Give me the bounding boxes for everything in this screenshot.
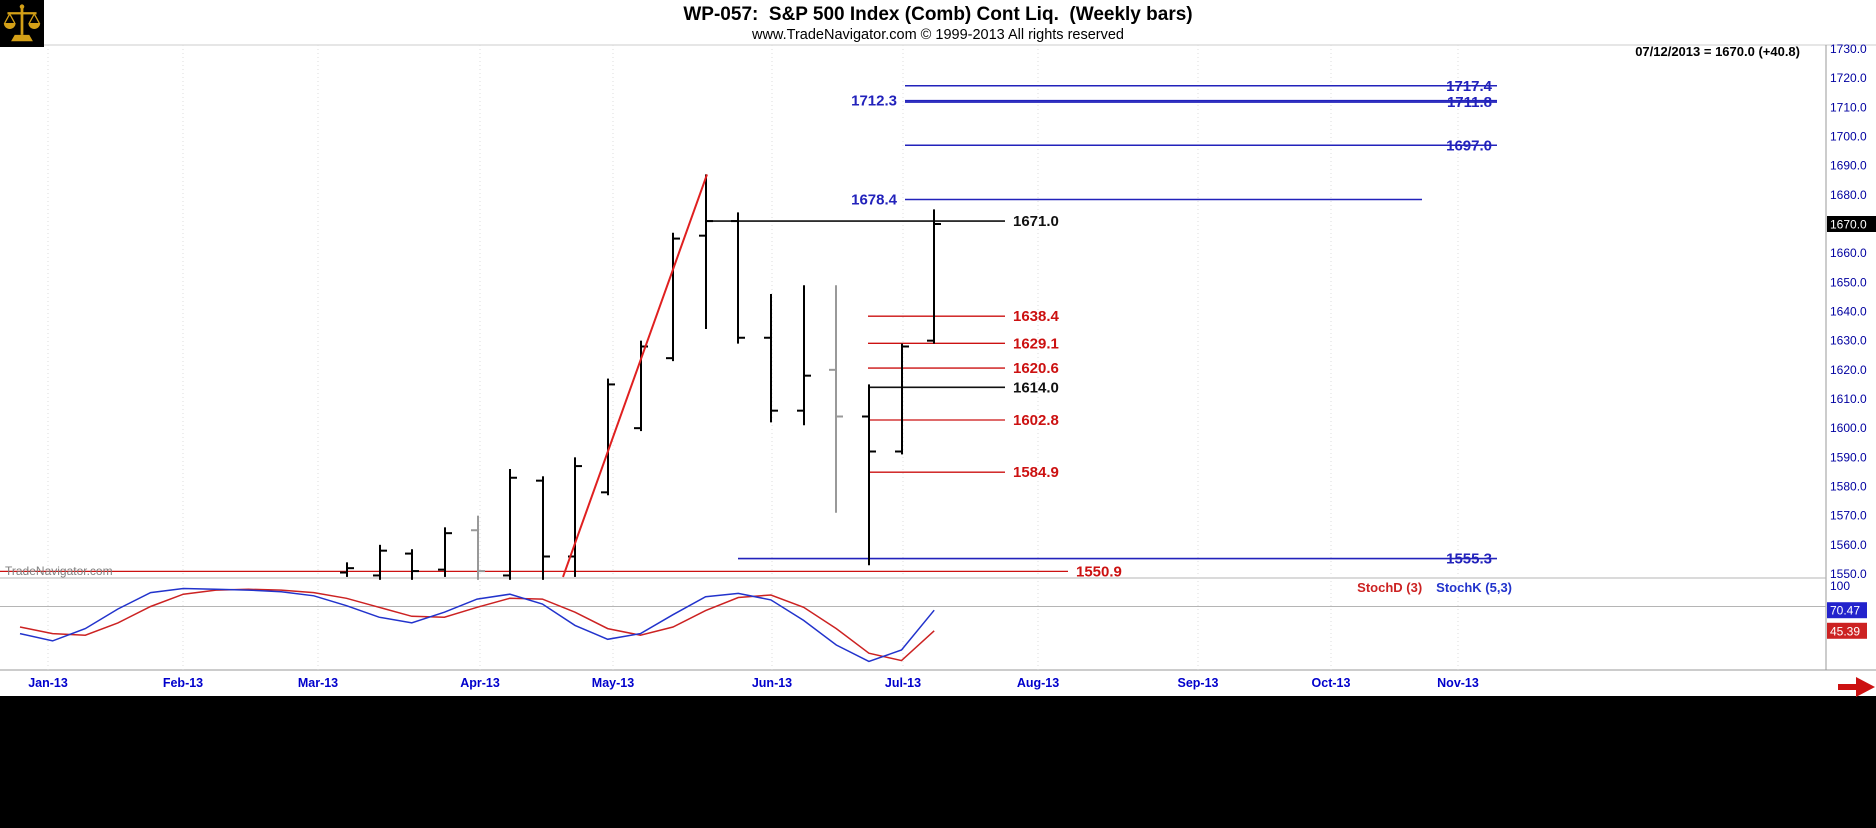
price-axis-label: 1550.0 — [1830, 567, 1867, 581]
current-price-tag-label: 1670.0 — [1830, 218, 1867, 232]
price-axis-label: 1590.0 — [1830, 450, 1867, 464]
watermark: TradeNavigator.com — [5, 564, 113, 578]
month-label: Jul-13 — [885, 676, 921, 690]
quote-readout: 07/12/2013 = 1670.0 (+40.8) — [1635, 44, 1800, 59]
level-label: 1614.0 — [1013, 379, 1059, 396]
trend-line[interactable] — [562, 174, 708, 578]
indicator-legend: StochD (3) StochK (5,3) — [1357, 580, 1512, 595]
level-label: 1717.4 — [1446, 78, 1493, 95]
month-label: Nov-13 — [1437, 676, 1479, 690]
chart-subtitle: www.TradeNavigator.com © 1999-2013 All r… — [751, 27, 1124, 43]
scroll-right-arrow[interactable] — [1838, 677, 1875, 697]
month-label: Mar-13 — [298, 676, 338, 690]
price-axis-label: 1560.0 — [1830, 538, 1867, 552]
stochd-value-label: 45.39 — [1830, 624, 1860, 638]
app-logo — [0, 0, 44, 47]
current-price-tag — [1827, 216, 1876, 232]
level-label: 1638.4 — [1013, 308, 1060, 325]
level-label: 1712.3 — [851, 93, 897, 110]
level-label: 1550.9 — [1076, 563, 1122, 580]
price-axis-label: 1570.0 — [1830, 509, 1867, 523]
level-label: 1671.0 — [1013, 213, 1059, 230]
level-label: 1629.1 — [1013, 335, 1059, 352]
level-label: 1555.3 — [1446, 551, 1492, 568]
level-label: 1678.4 — [851, 192, 898, 209]
price-axis-label: 1640.0 — [1830, 305, 1867, 319]
chart-title: WP-057: S&P 500 Index (Comb) Cont Liq. (… — [683, 4, 1193, 25]
price-axis-label: 1580.0 — [1830, 480, 1867, 494]
price-axis-label: 1660.0 — [1830, 246, 1867, 260]
level-label: 1620.6 — [1013, 360, 1059, 377]
stochk-value-tag — [1827, 602, 1867, 619]
month-label: May-13 — [592, 676, 634, 690]
month-label: Sep-13 — [1178, 676, 1219, 690]
level-label: 1602.8 — [1013, 412, 1059, 429]
price-axis-label: 1600.0 — [1830, 421, 1867, 435]
stochk-line — [19, 587, 935, 663]
month-label: Apr-13 — [460, 676, 500, 690]
price-axis-label: 1710.0 — [1830, 100, 1867, 114]
level-label: 1584.9 — [1013, 464, 1059, 481]
price-axis-label: 1620.0 — [1830, 363, 1867, 377]
month-label: Jan-13 — [28, 676, 68, 690]
price-axis-label: 1730.0 — [1830, 42, 1867, 56]
month-label: Jun-13 — [752, 676, 792, 690]
price-axis-label: 1720.0 — [1830, 71, 1867, 85]
price-axis-label: 1680.0 — [1830, 188, 1867, 202]
stochd-value-tag — [1827, 622, 1867, 639]
month-label: Feb-13 — [163, 676, 203, 690]
stoch-axis-label: 100 — [1830, 579, 1850, 593]
stochd-legend-label: StochD (3) — [1357, 580, 1423, 595]
price-axis-label: 1630.0 — [1830, 334, 1867, 348]
price-axis-label: 1700.0 — [1830, 130, 1867, 144]
price-axis-label: 1650.0 — [1830, 275, 1867, 289]
stochk-legend-label: StochK (5,3) — [1436, 580, 1512, 595]
price-axis-label: 1610.0 — [1830, 392, 1867, 406]
stochk-value-label: 70.47 — [1830, 604, 1860, 618]
price-axis-label: 1690.0 — [1830, 159, 1867, 173]
scales-icon — [3, 4, 41, 42]
bottom-strip — [0, 696, 1876, 828]
level-label: 1697.0 — [1446, 137, 1492, 154]
level-label: 1711.8 — [1447, 94, 1492, 111]
stochd-line — [19, 588, 935, 662]
month-label: Aug-13 — [1017, 676, 1059, 690]
month-label: Oct-13 — [1312, 676, 1351, 690]
